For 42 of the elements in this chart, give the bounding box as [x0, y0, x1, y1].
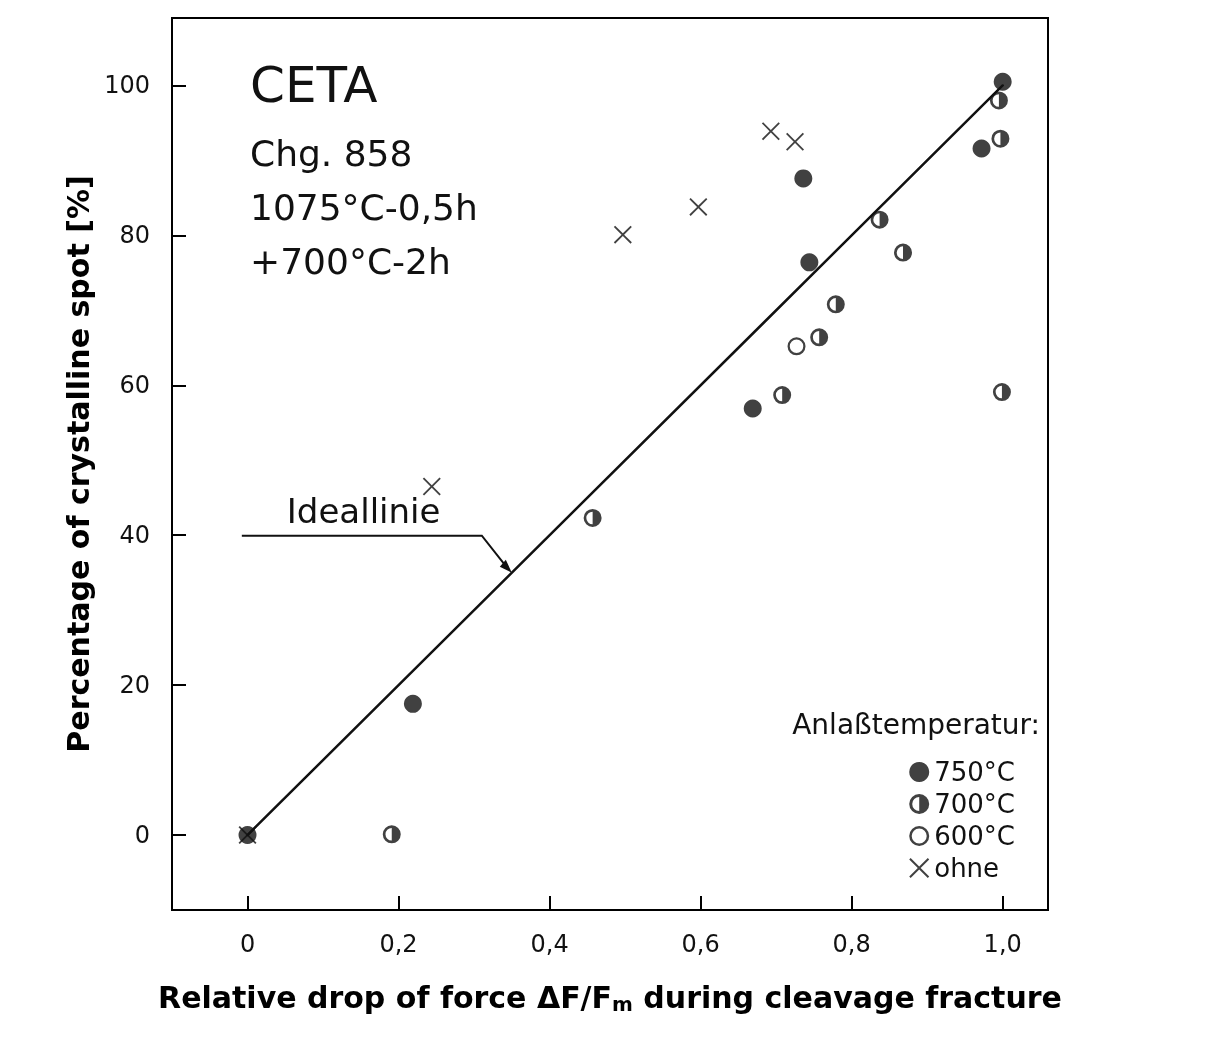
point: [800, 253, 819, 272]
point: [382, 825, 401, 844]
y-axis-title: Percentage of crystalline spot [%]: [60, 175, 96, 753]
x-tick-label: 0,6: [681, 930, 720, 958]
point: [810, 328, 829, 347]
x-tick-label: 0: [239, 930, 256, 958]
x-tick-label: 0,2: [379, 930, 418, 958]
text: CETA: [250, 56, 378, 114]
x-tick-label: 0,4: [530, 930, 569, 958]
point: [773, 386, 792, 405]
point: [583, 508, 602, 527]
point: [993, 72, 1012, 91]
legend-label: ohne: [934, 853, 1000, 883]
point: [761, 122, 780, 141]
legend-label: 600°C: [934, 821, 1015, 851]
point: [743, 399, 762, 418]
y-tick-label: 80: [119, 221, 150, 250]
point: [989, 91, 1008, 110]
point: [689, 197, 708, 216]
point: [894, 243, 912, 262]
point: [403, 694, 422, 713]
x-tick-label: 0,8: [832, 930, 871, 958]
y-tick-label: 40: [119, 521, 150, 550]
point: [870, 210, 889, 229]
point: [992, 383, 1011, 402]
point: [794, 169, 813, 188]
point: [787, 337, 806, 356]
point: [422, 477, 441, 496]
annotation: Ideallinie: [286, 490, 441, 531]
text: Chg. 858 1075°C-0,5h +700°C-2h: [250, 132, 478, 282]
y-tick-label: 20: [119, 671, 150, 700]
y-tick-label: 100: [104, 71, 150, 100]
legend-title: Anlaßtemperatur:: [792, 707, 1041, 741]
point: [613, 225, 632, 244]
x-tick-label: 1,0: [983, 930, 1022, 958]
y-tick-label: 60: [119, 371, 150, 400]
legend-label: 700°C: [934, 789, 1015, 819]
point: [826, 295, 845, 314]
point: [991, 129, 1010, 148]
legend-label: 750°C: [934, 757, 1015, 787]
point: [972, 139, 991, 158]
y-tick-label: 0: [134, 821, 150, 850]
